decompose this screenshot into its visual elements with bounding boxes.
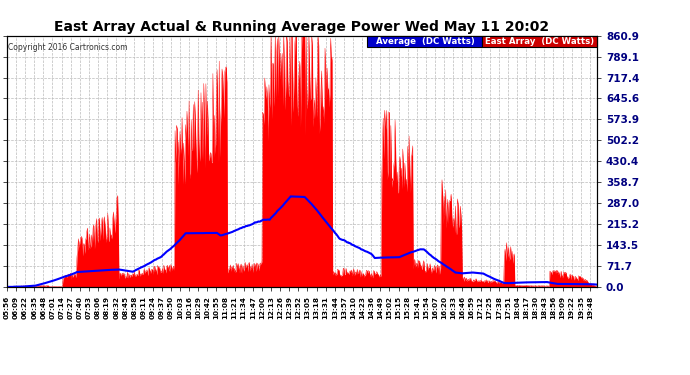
Title: East Array Actual & Running Average Power Wed May 11 20:02: East Array Actual & Running Average Powe… xyxy=(55,21,549,34)
Text: Copyright 2016 Cartronics.com: Copyright 2016 Cartronics.com xyxy=(8,43,128,52)
FancyBboxPatch shape xyxy=(482,36,597,47)
Text: Average  (DC Watts): Average (DC Watts) xyxy=(376,37,475,46)
Text: East Array  (DC Watts): East Array (DC Watts) xyxy=(485,37,594,46)
FancyBboxPatch shape xyxy=(367,36,482,47)
